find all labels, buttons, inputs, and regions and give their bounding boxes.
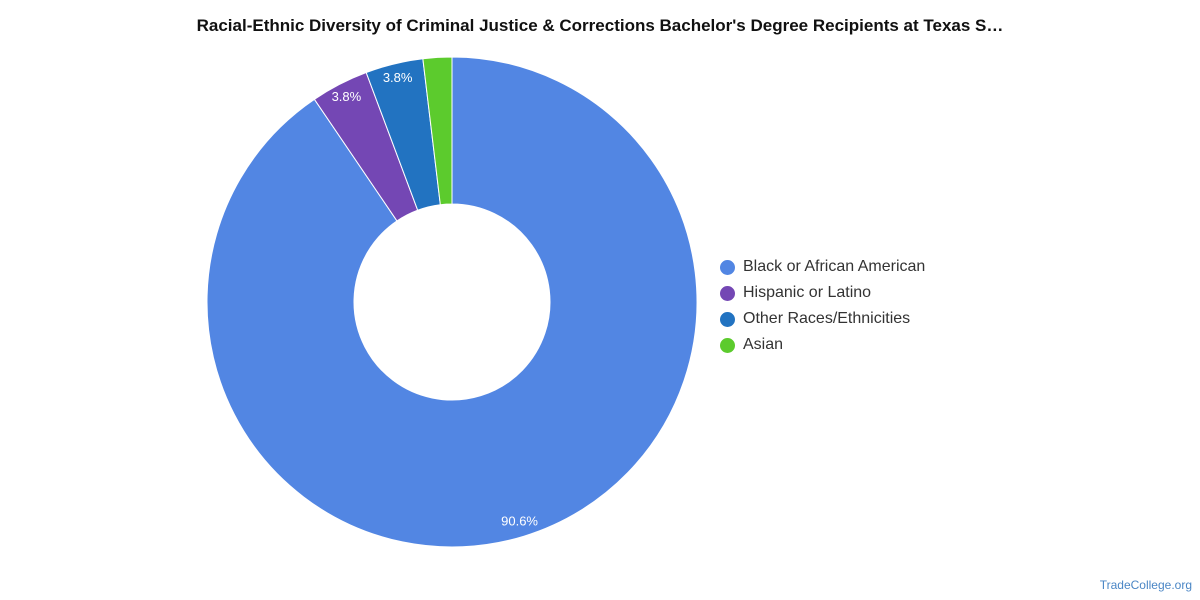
legend-swatch — [720, 285, 735, 301]
data-label-black-or-african-american: 90.6% — [501, 513, 538, 528]
legend-item-asian[interactable]: Asian — [720, 332, 925, 358]
legend-item-black-or-african-american[interactable]: Black or African American — [720, 254, 925, 280]
data-labels-group: 90.6% 3.8% 3.8% — [332, 70, 539, 528]
chart-title: Racial-Ethnic Diversity of Criminal Just… — [196, 16, 1004, 35]
legend-label: Asian — [743, 336, 784, 353]
legend-swatch — [720, 311, 735, 327]
slice-black-or-african-american — [206, 56, 698, 548]
legend-item-other-races-ethnicities[interactable]: Other Races/Ethnicities — [720, 306, 925, 332]
legend-label: Other Races/Ethnicities — [743, 310, 911, 327]
legend-label: Black or African American — [743, 258, 926, 275]
data-label-other-races-ethnicities: 3.8% — [383, 70, 413, 85]
legend-item-hispanic-or-latino[interactable]: Hispanic or Latino — [720, 280, 925, 306]
legend: Black or African American Hispanic or Lat… — [720, 254, 925, 358]
slice-asian — [422, 56, 453, 206]
legend-swatch — [720, 259, 735, 275]
slices-group — [206, 56, 698, 548]
watermark: TradeCollege.org — [1099, 578, 1192, 592]
data-label-hispanic-or-latino: 3.8% — [332, 89, 362, 104]
legend-label: Hispanic or Latino — [743, 284, 872, 301]
legend-swatch — [720, 337, 735, 353]
